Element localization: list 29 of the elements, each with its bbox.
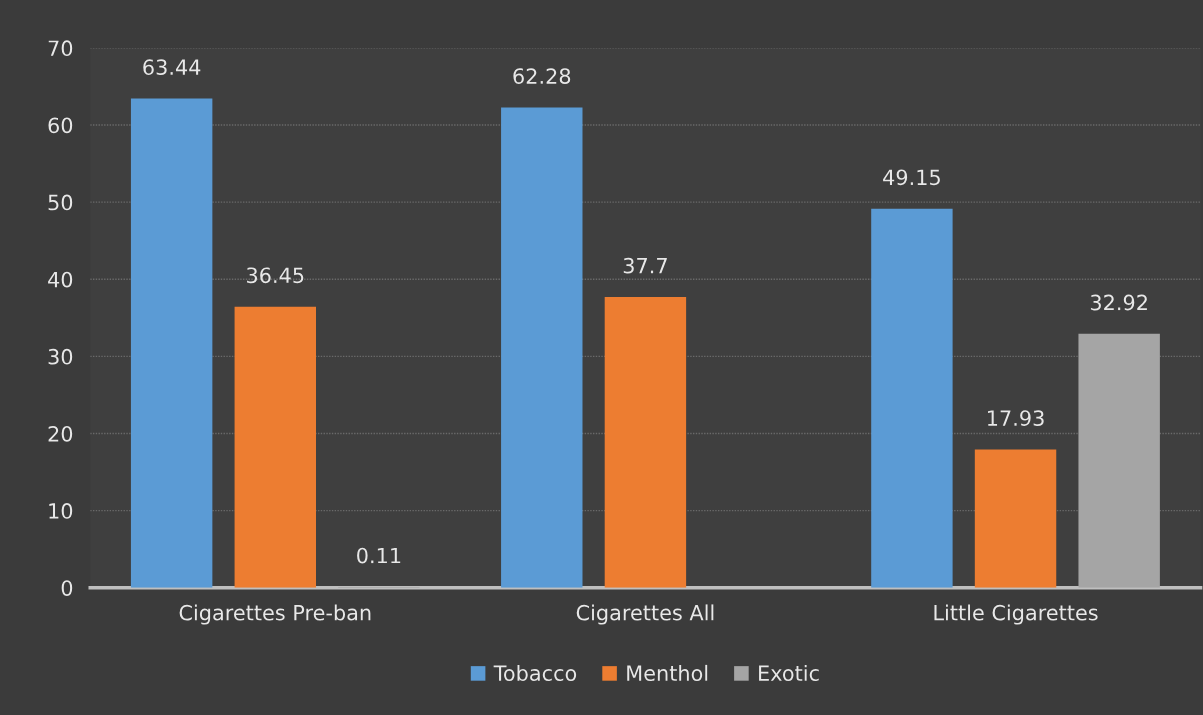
bar bbox=[604, 297, 687, 588]
legend-label: Exotic bbox=[759, 664, 819, 682]
y-tick-label: 30 bbox=[48, 348, 73, 365]
y-tick-label: 60 bbox=[48, 117, 73, 134]
data-label: 62.28 bbox=[513, 68, 571, 84]
data-label: 63.44 bbox=[143, 59, 201, 76]
bar bbox=[234, 306, 316, 588]
y-tick-label: 0 bbox=[61, 580, 73, 596]
bar bbox=[871, 208, 953, 588]
legend-label: Menthol bbox=[627, 664, 708, 682]
x-tick-label: Little Cigarettes bbox=[934, 604, 1098, 625]
data-label: 49.15 bbox=[883, 169, 940, 186]
y-tick-label: 40 bbox=[48, 271, 73, 288]
bar bbox=[1078, 333, 1160, 588]
y-tick-label: 70 bbox=[48, 40, 73, 57]
data-label: 36.45 bbox=[247, 267, 304, 284]
data-label: 32.92 bbox=[1090, 294, 1147, 311]
bar bbox=[130, 98, 213, 588]
data-label: 37.7 bbox=[623, 257, 667, 274]
bar bbox=[501, 107, 583, 588]
bar bbox=[974, 449, 1057, 588]
data-label: 17.93 bbox=[988, 410, 1044, 426]
data-label: 0.11 bbox=[357, 547, 401, 564]
x-tick-label: Cigarettes All bbox=[576, 604, 714, 625]
y-tick-label: 10 bbox=[49, 503, 73, 519]
x-tick-label: Cigarettes Pre-ban bbox=[179, 604, 371, 625]
y-tick-label: 20 bbox=[48, 425, 73, 442]
legend-label: Tobacco bbox=[493, 664, 577, 682]
y-tick-label: 50 bbox=[48, 194, 73, 211]
